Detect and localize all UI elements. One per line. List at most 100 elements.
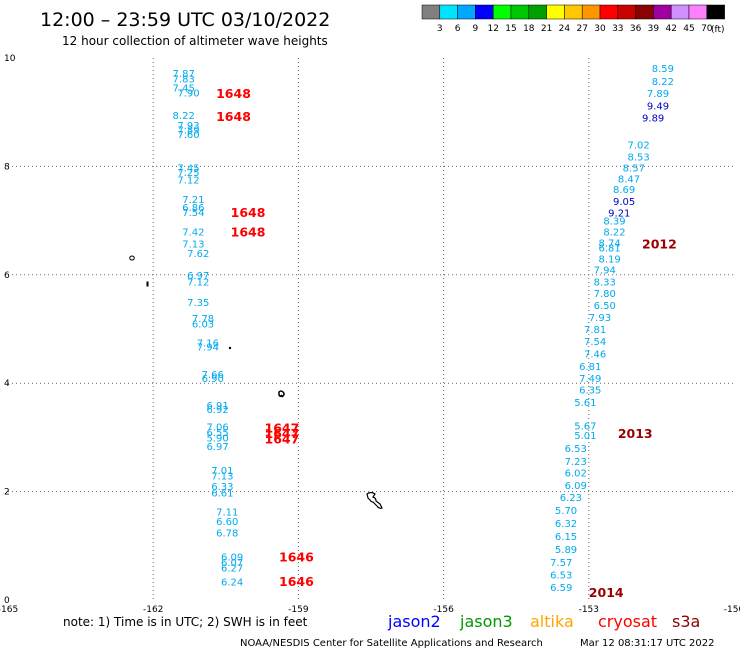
colorbar-tick-label: 70	[701, 24, 713, 34]
colorbar-swatch	[670, 4, 690, 20]
colorbar-tick-label: 9	[473, 24, 479, 34]
wave-height-value: 7.83	[173, 75, 195, 86]
wave-height-value: 6.81	[598, 244, 620, 255]
wave-height-value: 7.94	[594, 265, 616, 276]
pass-time-label: 1646	[279, 550, 314, 565]
wave-height-value: 6.86	[182, 203, 204, 214]
colorbar-swatch	[546, 4, 565, 20]
wave-height-value: 8.47	[618, 174, 640, 185]
wave-height-value: 7.49	[579, 374, 601, 385]
y-axis-ticks: 0 2 4 6 8 10	[4, 54, 16, 606]
wave-height-value: 7.60	[177, 130, 199, 141]
island-outline	[278, 390, 285, 398]
units-note: note: 1) Time is in UTC; 2) SWH is in fe…	[63, 615, 308, 629]
legend-entry-jason3: jason3	[459, 612, 513, 631]
wave-height-value: 8.22	[173, 111, 195, 122]
wave-height-value: 6.97	[206, 442, 228, 453]
colorbar-swatch	[599, 4, 619, 20]
wave-height-value: 7.21	[182, 195, 204, 206]
wave-height-value: 9.05	[613, 197, 635, 208]
wave-height-value: 8.19	[598, 255, 620, 266]
pass-time-label: 1647	[265, 421, 300, 436]
colorbar-tick-label: 12	[487, 24, 498, 34]
wave-height-value: 7.11	[216, 508, 238, 519]
colorbar-swatch	[421, 4, 441, 20]
wave-height-value: 5.70	[555, 506, 577, 517]
wave-height-value: 5.01	[574, 431, 596, 442]
y-tick-label: 8	[4, 162, 10, 172]
colorbar-tick-label: 21	[541, 24, 552, 34]
wave-height-value: 6.03	[192, 320, 214, 331]
wave-height-value: 7.89	[177, 126, 199, 137]
grid-lines	[8, 58, 734, 600]
credit-text: NOAA/NESDIS Center for Satellite Applica…	[240, 638, 543, 649]
wave-height-value: 7.13	[211, 471, 233, 482]
wave-height-value: 6.61	[211, 489, 233, 500]
y-tick-label: 6	[4, 271, 10, 281]
colorbar-swatch	[475, 4, 494, 20]
colorbar-unit: (ft)	[711, 25, 725, 35]
wave-height-value: 7.93	[589, 313, 611, 324]
wave-height-value: 9.49	[647, 102, 669, 113]
pass-time-label: 1648	[231, 224, 266, 239]
wave-height-value: 8.74	[598, 238, 620, 249]
wave-height-value: 7.12	[187, 277, 209, 288]
wave-height-value: 7.66	[202, 370, 224, 381]
pass-time-label: 2012	[642, 236, 677, 251]
pass-time-label: 2014	[589, 585, 624, 600]
wave-height-value: 7.13	[182, 239, 204, 250]
wave-height-value: 6.78	[216, 528, 238, 539]
colorbar-swatch	[564, 4, 583, 20]
chart-title: 12:00 – 23:59 UTC 03/10/2022	[40, 9, 330, 31]
wave-height-value: 8.39	[603, 217, 625, 228]
wave-height-value: 8.69	[613, 185, 635, 196]
wave-height-value: 7.87	[173, 69, 195, 80]
wave-height-value: 9.89	[642, 114, 664, 125]
x-tick-label: -165	[0, 605, 18, 615]
satellite-legend: jason2 jason3 altika cryosat s3a	[387, 612, 700, 631]
wave-height-value: 5.90	[206, 433, 228, 444]
wave-height-value: 8.53	[628, 153, 650, 164]
wave-height-value: 7.94	[197, 342, 219, 353]
y-tick-label: 10	[4, 54, 16, 64]
wave-height-value: 6.81	[579, 362, 601, 373]
pass-time-label: 1648	[231, 205, 266, 220]
legend-entry-s3a: s3a	[672, 612, 700, 631]
pass-time-label: 1647	[265, 431, 300, 446]
colorbar-swatch	[688, 4, 708, 20]
wave-height-value: 6.27	[221, 563, 243, 574]
island-outline	[366, 491, 383, 509]
wave-height-value: 6.09	[221, 553, 243, 564]
pass-time-label: 2013	[618, 426, 653, 441]
colorbar-swatch	[581, 4, 601, 20]
wave-height-value: 7.25	[177, 168, 199, 179]
colorbar-tick-label: 24	[559, 24, 571, 34]
wave-height-value: 8.22	[652, 77, 674, 88]
colorbar-swatch	[528, 4, 547, 20]
colorbar-tick-label: 39	[648, 24, 660, 34]
island-outline	[129, 255, 135, 261]
wave-height-value: 8.59	[652, 64, 674, 75]
wave-height-marks: 7.877.837.457.908.227.937.897.607.457.25…	[173, 64, 674, 594]
wave-height-value: 6.02	[565, 469, 587, 480]
wave-height-value: 6.97	[187, 271, 209, 282]
pass-time-label: 1648	[216, 109, 251, 124]
wave-height-value: 8.33	[594, 277, 616, 288]
wave-height-value: 7.06	[206, 423, 228, 434]
wave-height-value: 6.23	[560, 493, 582, 504]
colorbar-tick-label: 33	[612, 24, 623, 34]
x-tick-label: -150	[724, 605, 740, 615]
wave-height-value: 9.21	[608, 208, 630, 219]
wave-height-value: 6.92	[206, 405, 228, 416]
wave-height-value: 6.91	[206, 401, 228, 412]
x-axis-ticks: -165 -162 -159 -156 -153 -150	[0, 605, 740, 615]
wave-height-value: 6.15	[555, 532, 577, 543]
pass-time-label: 1648	[216, 86, 251, 101]
wave-height-value: 7.46	[584, 349, 606, 360]
wave-height-value: 6.35	[579, 386, 601, 397]
wave-height-value: 7.54	[182, 208, 204, 219]
wave-height-value: 7.35	[187, 298, 209, 309]
wave-height-value: 6.55	[206, 428, 228, 439]
wave-height-value: 6.50	[594, 301, 616, 312]
